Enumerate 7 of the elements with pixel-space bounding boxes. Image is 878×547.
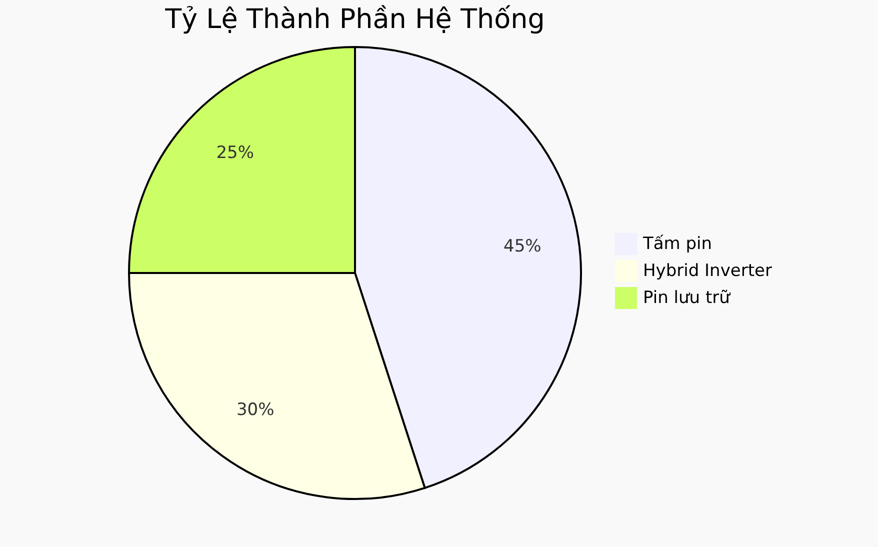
- data-label: 25%: [216, 143, 254, 164]
- legend-label: Hybrid Inverter: [643, 260, 772, 280]
- slice-label: Tấm pin: [643, 234, 712, 254]
- legend-label: Pin lưu trữ: [643, 288, 730, 308]
- data-label: 45%: [504, 236, 542, 256]
- data-label: 30%: [236, 400, 274, 420]
- chart-title: Tỷ Lệ Thành Phần Hệ Thống: [164, 4, 546, 35]
